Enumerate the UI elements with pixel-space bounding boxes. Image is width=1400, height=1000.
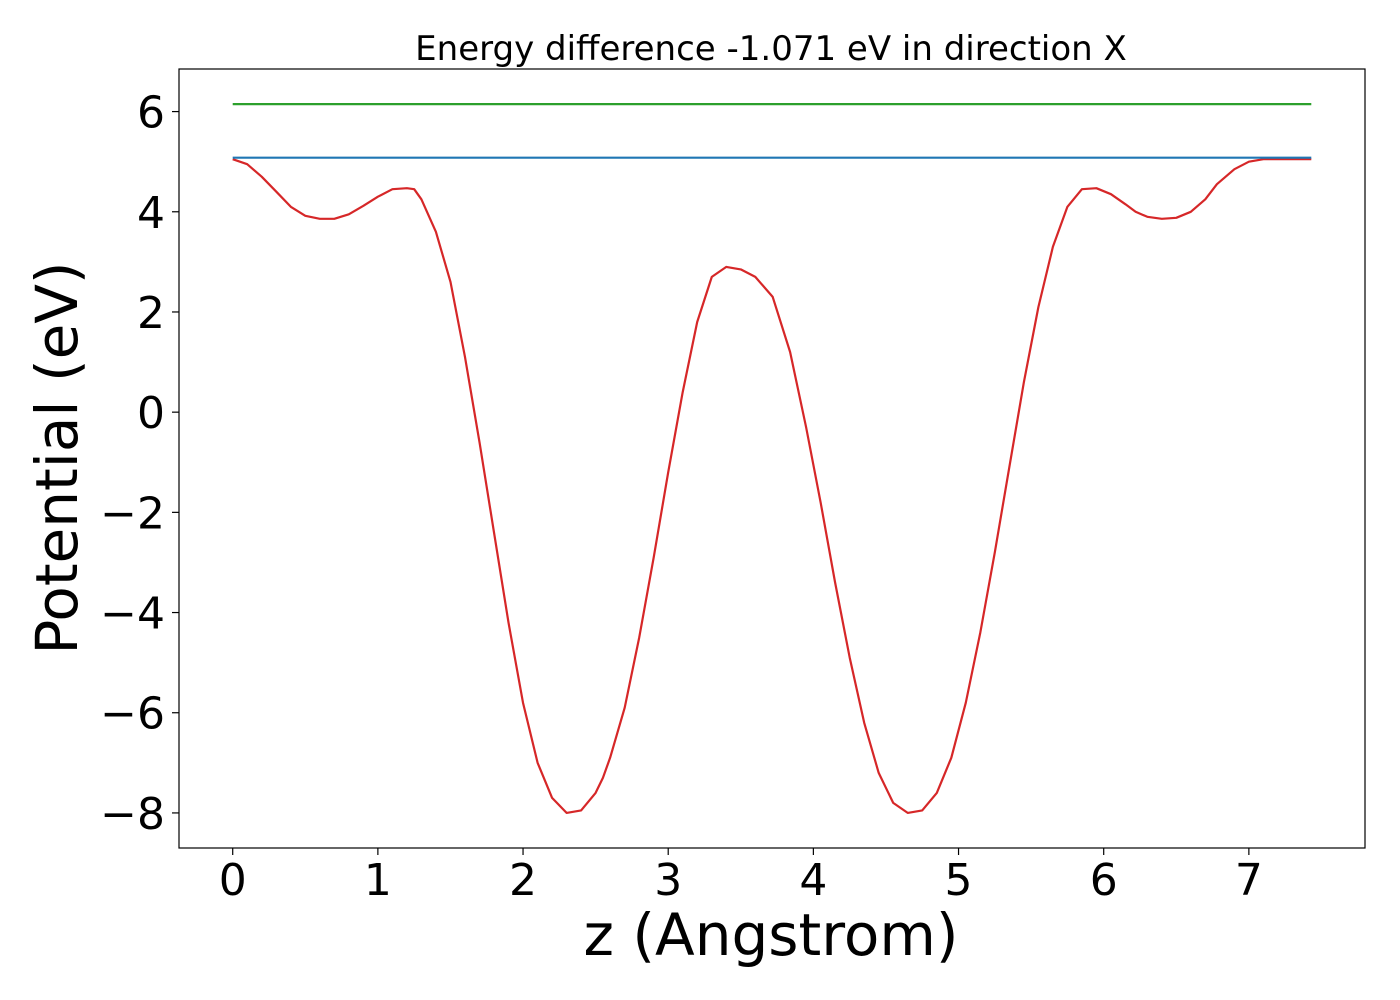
y-tick-label: 4 [137, 188, 165, 239]
y-tick-label: 0 [137, 388, 165, 439]
y-tick-label: 6 [137, 88, 165, 139]
y-axis-label: Potential (eV) [23, 261, 91, 654]
y-tick-label: −6 [100, 689, 165, 740]
plot-frame [178, 68, 1366, 849]
x-tick-label: 7 [1235, 855, 1263, 906]
x-tick-label: 1 [364, 855, 392, 906]
y-tick-label: −2 [100, 488, 165, 539]
y-tick-label: 2 [137, 288, 165, 339]
y-tick-label: −4 [100, 589, 165, 640]
x-axis-label: z (Angstrom) [584, 901, 959, 969]
x-tick-label: 4 [799, 855, 827, 906]
x-axis-ticks: 0 1 2 3 4 5 6 7 [219, 848, 1263, 906]
y-axis-ticks: 6 4 2 0 −2 −4 −6 −8 [100, 88, 179, 840]
x-tick-label: 2 [509, 855, 537, 906]
x-tick-label: 6 [1090, 855, 1118, 906]
chart-title: Energy difference -1.071 eV in direction… [415, 29, 1127, 69]
plot-lines [232, 103, 1312, 814]
series-line-1 [232, 158, 1312, 814]
x-tick-label: 5 [945, 855, 973, 906]
x-tick-label: 3 [654, 855, 682, 906]
y-tick-label: −8 [100, 789, 165, 840]
x-tick-label: 0 [219, 855, 247, 906]
